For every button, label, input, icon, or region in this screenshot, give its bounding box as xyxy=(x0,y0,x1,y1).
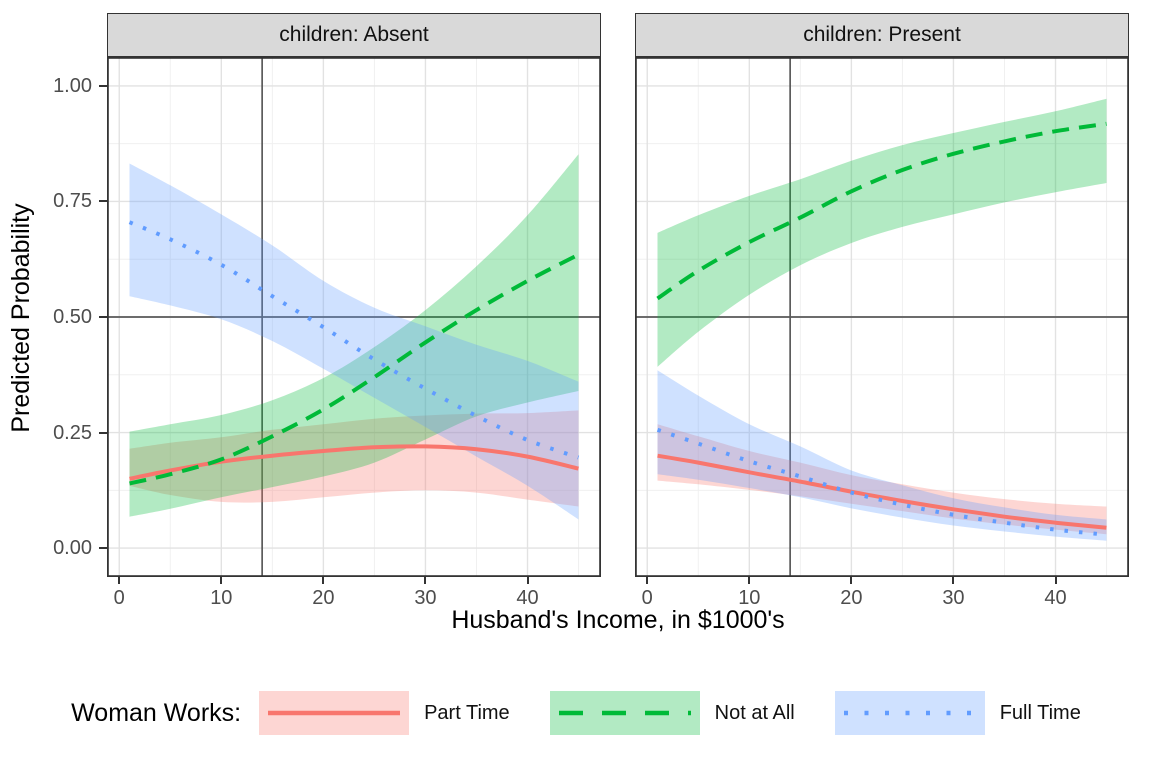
x-axis-title: Husband's Income, in $1000's xyxy=(451,606,785,634)
panel-children-absent xyxy=(107,57,601,577)
x-tick-label: 10 xyxy=(738,587,761,609)
x-tick-mark xyxy=(118,577,121,584)
y-tick-mark xyxy=(99,547,107,550)
legend-key-dashed-line-icon xyxy=(549,691,700,735)
line-not-at-all xyxy=(129,252,580,486)
panel-children-present xyxy=(635,57,1129,577)
facet-strip-label: children: Present xyxy=(803,23,961,46)
x-tick-label: 30 xyxy=(942,587,965,609)
x-tick-label: 20 xyxy=(312,587,335,609)
x-tick-label: 10 xyxy=(210,587,233,609)
line-not-at-all xyxy=(656,121,1107,301)
y-tick-label: 0.75 xyxy=(53,190,92,213)
x-tick-mark xyxy=(424,577,427,584)
y-tick-mark xyxy=(99,316,107,318)
x-tick-label: 20 xyxy=(840,587,863,609)
x-tick-mark xyxy=(952,577,955,584)
y-tick-label: 0.00 xyxy=(53,537,92,560)
y-tick-label: 0.50 xyxy=(53,306,92,328)
legend-label: Full Time xyxy=(999,701,1081,724)
x-tick-mark xyxy=(748,577,751,584)
x-tick-mark xyxy=(646,577,649,584)
y-tick-mark xyxy=(99,431,107,434)
x-tick-label: 40 xyxy=(516,587,539,609)
ribbon-not-at-all xyxy=(129,154,579,517)
ribbon-part-time xyxy=(129,410,579,507)
x-tick-label: 0 xyxy=(113,587,125,609)
legend-title: Woman Works: xyxy=(71,698,242,727)
line-part-time xyxy=(657,453,1107,530)
ribbon-not-at-all xyxy=(657,98,1107,367)
legend: Woman Works: Part Time Not at All Full Tim… xyxy=(0,680,1152,746)
legend-items: Part Time Not at All Full Time xyxy=(259,691,1081,735)
legend-item-part-time: Part Time xyxy=(259,691,510,735)
x-tick-label: 40 xyxy=(1044,587,1067,609)
x-tick-label: 30 xyxy=(414,587,437,609)
legend-key-solid-line-icon xyxy=(259,691,410,735)
x-tick-label: 0 xyxy=(641,587,653,609)
legend-label: Not at All xyxy=(714,701,795,724)
y-tick-mark xyxy=(99,84,107,87)
y-tick-label: 1.00 xyxy=(53,74,92,97)
x-tick-mark xyxy=(322,577,325,584)
x-tick-mark xyxy=(220,577,223,584)
y-tick-label: 0.25 xyxy=(53,421,92,444)
legend-label: Part Time xyxy=(424,701,510,724)
facet-strip-children-absent: children: Absent xyxy=(107,13,601,57)
y-tick-mark xyxy=(99,200,107,203)
ribbon-full-time xyxy=(129,163,579,520)
x-tick-mark xyxy=(1054,577,1057,584)
facet-strip-children-present: children: Present xyxy=(635,13,1129,57)
x-tick-mark xyxy=(850,577,853,584)
legend-key-dotted-line-icon xyxy=(834,691,985,735)
x-tick-mark xyxy=(526,577,529,584)
legend-item-full-time: Full Time xyxy=(834,691,1081,735)
legend-item-not-at-all: Not at All xyxy=(549,691,795,735)
facet-strip-label: children: Absent xyxy=(279,23,429,46)
ribbon-part-time xyxy=(657,424,1107,535)
